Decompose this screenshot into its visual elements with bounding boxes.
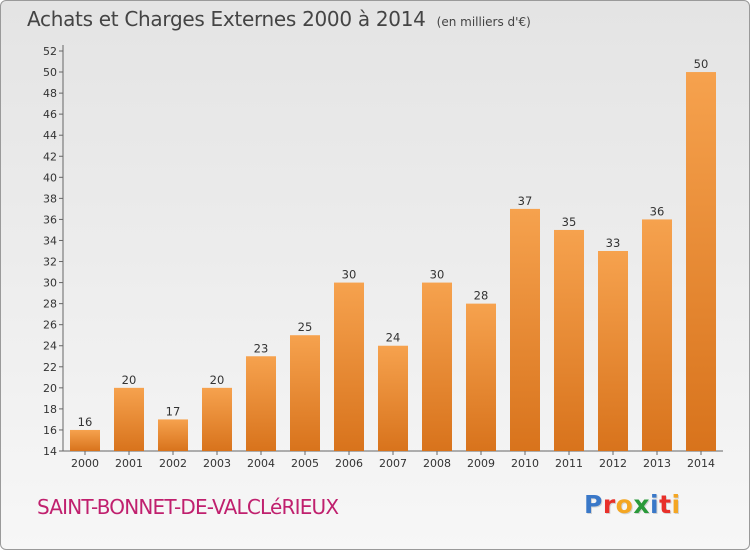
- x-tick-label-2001: 2001: [115, 457, 143, 470]
- x-tick-label-2009: 2009: [467, 457, 495, 470]
- value-label-2000: 16: [78, 415, 93, 429]
- y-tick-label: 50: [43, 66, 57, 79]
- logo-letter: i: [671, 490, 681, 519]
- bar-2000: [70, 429, 100, 451]
- y-tick-label: 44: [43, 129, 57, 142]
- bar-2009: [466, 303, 496, 451]
- city-name: SAINT-BONNET-DE-VALCLéRIEUX: [37, 495, 339, 519]
- bar-2002: [158, 419, 188, 451]
- y-tick-label: 48: [43, 87, 57, 100]
- bar-2010: [510, 208, 540, 451]
- value-label-2012: 33: [606, 236, 621, 250]
- value-label-2014: 50: [694, 57, 709, 71]
- bar-2013: [642, 219, 672, 451]
- bar-2008: [422, 282, 452, 451]
- value-label-2013: 36: [650, 204, 665, 218]
- logo-letter: i: [650, 490, 660, 519]
- bar-2014: [686, 72, 716, 451]
- y-tick-label: 36: [43, 213, 57, 226]
- bar-2006: [334, 282, 364, 451]
- y-tick-label: 42: [43, 150, 57, 163]
- y-tick-label: 20: [43, 382, 57, 395]
- logo-letter: o: [615, 490, 634, 519]
- value-label-2002: 17: [166, 404, 181, 418]
- bar-2003: [202, 387, 232, 451]
- x-tick-label-2010: 2010: [511, 457, 539, 470]
- x-tick-label-2002: 2002: [159, 457, 187, 470]
- x-tick-label-2005: 2005: [291, 457, 319, 470]
- y-tick-label: 14: [43, 445, 57, 458]
- bar-2011: [554, 229, 584, 451]
- value-label-2011: 35: [562, 215, 577, 229]
- bar-2004: [246, 356, 276, 451]
- x-tick-label-2014: 2014: [687, 457, 715, 470]
- x-tick-label-2003: 2003: [203, 457, 231, 470]
- y-tick-label: 30: [43, 277, 57, 290]
- y-tick-label: 34: [43, 234, 57, 247]
- x-axis: 2000 2001 2002 2003 2004 2005 2006 2007 2008 2009…: [63, 450, 723, 470]
- value-label-2006: 30: [342, 268, 357, 282]
- bar-2005: [290, 335, 320, 451]
- value-label-2004: 23: [254, 341, 269, 355]
- x-tick-label-2000: 2000: [71, 457, 99, 470]
- y-tick-label: 18: [43, 403, 57, 416]
- y-tick-label: 28: [43, 298, 57, 311]
- y-tick-label: 24: [43, 340, 57, 353]
- value-label-2010: 37: [518, 194, 533, 208]
- y-tick-label: 22: [43, 361, 57, 374]
- bar-2001: [114, 387, 144, 451]
- value-label-2008: 30: [430, 268, 445, 282]
- y-axis: 14 16 18 20 22 24 26 28 30 32 34 36 38 40 42 44 46 48 50 52: [43, 45, 64, 458]
- x-tick-label-2006: 2006: [335, 457, 363, 470]
- y-tick-label: 38: [43, 192, 57, 205]
- proxiti-logo: Proxiti: [584, 490, 681, 519]
- y-tick-label: 32: [43, 256, 57, 269]
- bars: 16 20 17 20 23 25 30 24 30 28 37 35 33 36 50: [70, 57, 716, 451]
- x-tick-label-2004: 2004: [247, 457, 275, 470]
- y-tick-label: 40: [43, 171, 57, 184]
- x-tick-label-2011: 2011: [555, 457, 583, 470]
- logo-letter: x: [633, 490, 650, 519]
- value-label-2007: 24: [386, 331, 401, 345]
- y-tick-label: 16: [43, 424, 57, 437]
- value-label-2001: 20: [122, 373, 137, 387]
- x-tick-label-2007: 2007: [379, 457, 407, 470]
- y-tick-label: 26: [43, 319, 57, 332]
- chart-unit: (en milliers d'€): [436, 15, 531, 29]
- value-label-2003: 20: [210, 373, 225, 387]
- value-label-2009: 28: [474, 289, 489, 303]
- x-tick-label-2013: 2013: [643, 457, 671, 470]
- chart-title: Achats et Charges Externes 2000 à 2014: [27, 7, 426, 31]
- y-tick-label: 52: [43, 45, 57, 58]
- bar-2012: [598, 251, 628, 451]
- x-tick-label-2008: 2008: [423, 457, 451, 470]
- bar-2007: [378, 345, 408, 451]
- logo-letter: t: [659, 490, 672, 519]
- logo-letter: P: [584, 490, 603, 519]
- x-tick-label-2012: 2012: [599, 457, 627, 470]
- logo-letter: r: [602, 490, 616, 519]
- y-tick-label: 46: [43, 108, 57, 121]
- title-block: Achats et Charges Externes 2000 à 2014 (…: [27, 7, 531, 31]
- value-label-2005: 25: [298, 320, 313, 334]
